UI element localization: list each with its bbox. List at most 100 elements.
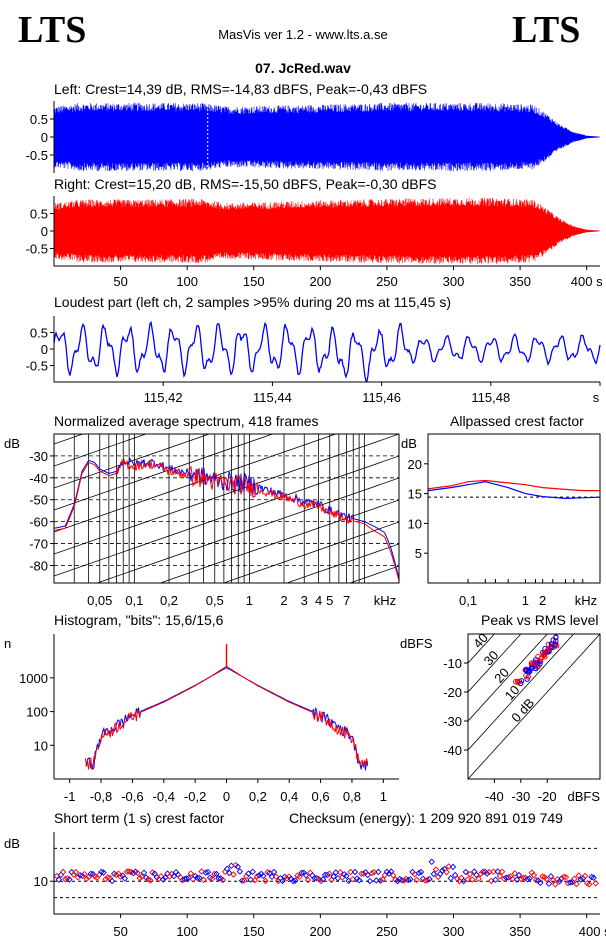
shortterm-point bbox=[368, 869, 376, 877]
peakrms-crest-label: 30 bbox=[481, 648, 502, 669]
shortterm-point bbox=[492, 876, 499, 884]
shortterm-point bbox=[208, 875, 216, 882]
left-ytick-label: 0 bbox=[41, 130, 48, 145]
loudest-xtick-label: 115,44 bbox=[253, 390, 292, 405]
peakrms-point bbox=[541, 649, 548, 656]
right-xtick-label: 350 bbox=[509, 274, 531, 289]
peakrms-crest-label: 20 bbox=[491, 665, 512, 686]
shortterm-xtick-label: 400 s bbox=[579, 924, 606, 939]
shortterm-point bbox=[390, 872, 397, 879]
spectrum-xtick-label: 0,2 bbox=[160, 593, 178, 608]
shortterm-point bbox=[87, 870, 95, 878]
shortterm-point bbox=[494, 868, 501, 875]
crest-factor-title: Allpassed crest factor bbox=[450, 413, 584, 429]
shortterm-point bbox=[98, 868, 105, 876]
spectrum-ytick-label: -80 bbox=[29, 558, 48, 573]
peakrms-crest-line bbox=[468, 634, 575, 751]
spectrum-xtick-label: 0,05 bbox=[87, 593, 112, 608]
shortterm-point bbox=[194, 874, 201, 882]
shortterm-xtick-label: 300 bbox=[443, 924, 465, 939]
crest-ylabel: dB bbox=[401, 436, 417, 451]
shortterm-point bbox=[140, 869, 148, 876]
shortterm-point bbox=[415, 869, 423, 877]
peakrms-ytick-label: -20 bbox=[443, 685, 462, 700]
shortterm-point bbox=[187, 870, 195, 877]
shortterm-point bbox=[185, 874, 193, 882]
loudest-ytick-label: -0.5 bbox=[26, 359, 48, 374]
spectrum-series-left bbox=[53, 457, 400, 579]
shortterm-point bbox=[545, 880, 553, 887]
shortterm-point bbox=[387, 868, 395, 875]
crest-ytick-label: 10 bbox=[408, 516, 422, 531]
histogram-xtick-label: -0,2 bbox=[184, 789, 206, 804]
loudest-xtick-label: 115,46 bbox=[362, 390, 401, 405]
shortterm-point bbox=[364, 871, 372, 879]
peakrms-crest-line bbox=[468, 634, 548, 722]
shortterm-point bbox=[439, 867, 446, 874]
loudest-waveform bbox=[53, 320, 601, 382]
peakrms-crest-line bbox=[468, 634, 522, 693]
shortterm-point bbox=[526, 875, 533, 882]
shortterm-point bbox=[104, 874, 112, 881]
shortterm-point bbox=[366, 877, 374, 885]
shortterm-point bbox=[464, 876, 472, 883]
loudest-part-title: Loudest part (left ch, 2 samples >95% du… bbox=[54, 294, 452, 310]
shortterm-point bbox=[417, 868, 425, 876]
shortterm-point bbox=[230, 871, 237, 878]
shortterm-point bbox=[251, 877, 259, 884]
shortterm-point bbox=[123, 868, 131, 875]
left-ytick-label: 0.5 bbox=[30, 112, 48, 127]
shortterm-point bbox=[426, 875, 433, 883]
shortterm-point bbox=[483, 870, 491, 877]
shortterm-point bbox=[571, 875, 578, 882]
spectrum-ytick-label: -70 bbox=[29, 537, 48, 552]
shortterm-point bbox=[330, 873, 337, 880]
histogram-xtick-label: 0 bbox=[223, 789, 230, 804]
histogram-ytick-label: 10 bbox=[34, 738, 48, 753]
spectrum-slope-line bbox=[54, 434, 148, 467]
shortterm-point bbox=[262, 877, 269, 885]
shortterm-point bbox=[498, 868, 506, 876]
shortterm-point bbox=[475, 875, 482, 883]
loudest-xtick-label: 115,42 bbox=[144, 390, 183, 405]
shortterm-point bbox=[477, 870, 484, 878]
spectrum-ylabel: dB bbox=[4, 436, 20, 451]
right-xtick-label: 200 bbox=[309, 274, 331, 289]
shortterm-point bbox=[575, 872, 582, 879]
shortterm-point bbox=[443, 868, 450, 876]
spectrum-slope-line bbox=[285, 543, 399, 583]
crest-xtick-label: 1 bbox=[522, 593, 529, 608]
shortterm-point bbox=[347, 868, 354, 876]
shortterm-point bbox=[547, 873, 555, 880]
peakrms-xtick-label: -40 bbox=[485, 789, 504, 804]
spectrum-slope-line bbox=[159, 499, 399, 583]
shortterm-point bbox=[215, 875, 222, 882]
shortterm-point bbox=[592, 880, 599, 887]
histogram-xtick-label: -1 bbox=[64, 789, 76, 804]
spectrum-slope-line bbox=[54, 455, 399, 577]
peakrms-point bbox=[553, 634, 559, 640]
histogram-series-right bbox=[84, 665, 369, 770]
shortterm-point bbox=[449, 863, 457, 871]
shortterm-point bbox=[466, 870, 474, 878]
shortterm-point bbox=[413, 876, 421, 884]
spectrum-slope-line bbox=[54, 434, 399, 555]
shortterm-point bbox=[304, 876, 312, 884]
crest-xtick-label: 0,1 bbox=[459, 593, 477, 608]
shortterm-point bbox=[211, 870, 218, 878]
shortterm-point bbox=[317, 877, 325, 885]
shortterm-point bbox=[202, 869, 210, 876]
shortterm-point bbox=[136, 874, 144, 882]
histogram-ytick-label: 1000 bbox=[19, 671, 48, 686]
shortterm-point bbox=[496, 872, 504, 880]
spectrum-series-right bbox=[53, 458, 400, 581]
left-ytick-label: -0.5 bbox=[26, 148, 48, 163]
left-waveform bbox=[53, 102, 600, 172]
shortterm-point bbox=[147, 877, 154, 884]
peakrms-point bbox=[517, 680, 524, 687]
shortterm-xtick-label: 100 bbox=[176, 924, 198, 939]
shortterm-point bbox=[351, 868, 359, 876]
peakrms-ylabel: dBFS bbox=[400, 636, 433, 651]
shortterm-point bbox=[432, 866, 440, 873]
